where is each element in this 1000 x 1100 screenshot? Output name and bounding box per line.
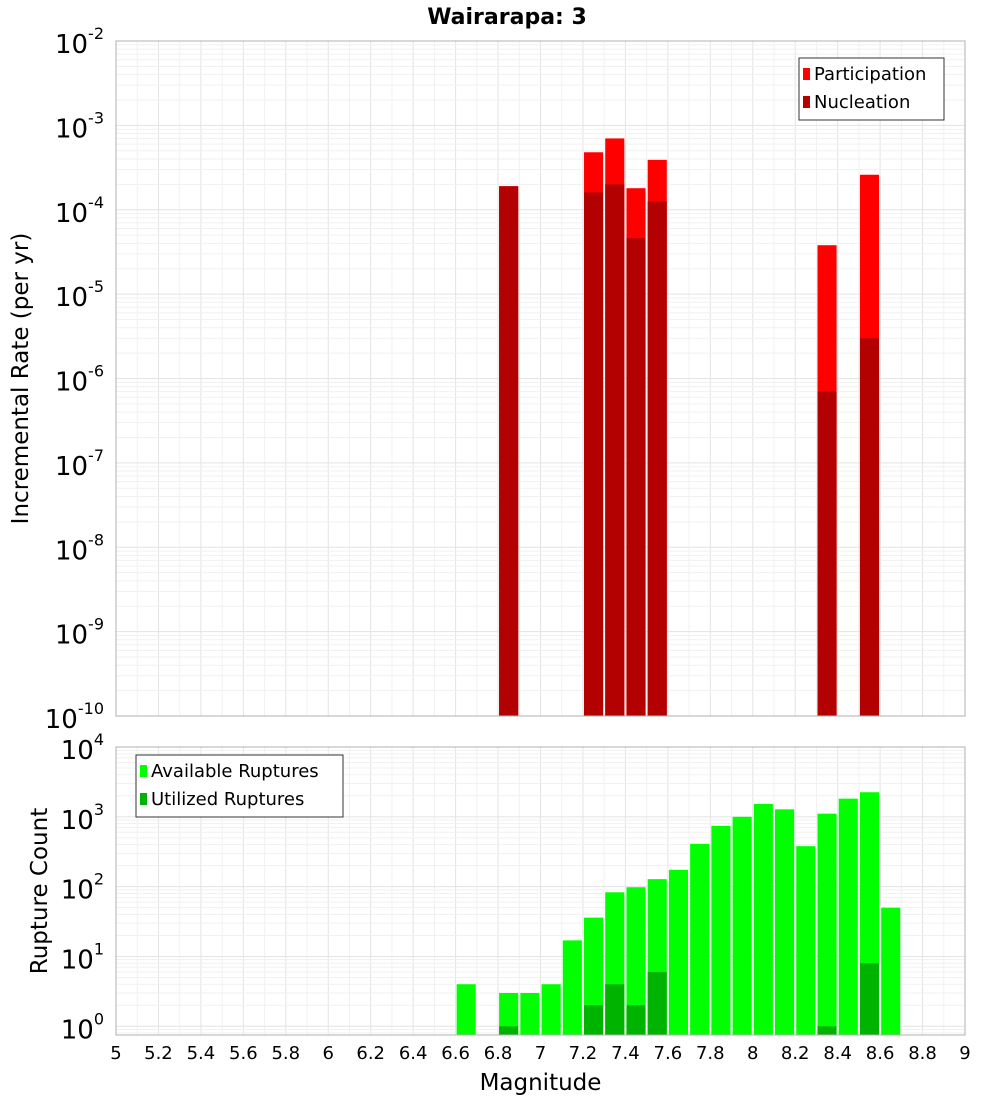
y-tick-label: 10-5 bbox=[55, 277, 104, 313]
available-bar bbox=[562, 940, 582, 1035]
legend-box bbox=[798, 57, 945, 121]
legend-label: Nucleation bbox=[814, 92, 910, 113]
x-tick-label: 7.2 bbox=[569, 1043, 598, 1064]
x-tick-label: 8.6 bbox=[866, 1043, 895, 1064]
nucleation-bar bbox=[605, 184, 625, 717]
legend-swatch bbox=[140, 765, 147, 777]
y-tick-label: 101 bbox=[61, 939, 104, 975]
y-tick-label: 10-2 bbox=[55, 24, 104, 60]
legend-box bbox=[135, 754, 344, 818]
x-tick-label: 6.8 bbox=[484, 1043, 513, 1064]
x-tick-label: 7.4 bbox=[611, 1043, 640, 1064]
legend-swatch bbox=[803, 96, 810, 108]
x-tick-label: 5.8 bbox=[271, 1043, 300, 1064]
y-tick-label: 10-6 bbox=[55, 362, 104, 398]
available-bar bbox=[796, 846, 816, 1035]
x-tick-label: 6.6 bbox=[441, 1043, 470, 1064]
x-tick-label: 6 bbox=[323, 1043, 334, 1064]
nucleation-bar bbox=[859, 338, 880, 716]
utilized-bar bbox=[605, 984, 625, 1035]
x-tick-label: 8 bbox=[747, 1043, 758, 1064]
available-bar bbox=[499, 992, 519, 1035]
y-tick-label: 10-8 bbox=[55, 530, 104, 566]
utilized-bar bbox=[499, 1026, 519, 1035]
nucleation-bar bbox=[626, 238, 646, 716]
available-bar bbox=[838, 798, 858, 1035]
nucleation-bar bbox=[647, 201, 667, 716]
available-bar bbox=[775, 809, 795, 1035]
available-bar bbox=[541, 984, 561, 1035]
grid bbox=[115, 40, 966, 717]
available-bar bbox=[668, 869, 689, 1035]
legend: Available Ruptures Utilized Ruptures bbox=[135, 754, 344, 818]
count-panel: 100 101 102 103 104 Rupture Count 5 5.2 5.4 5.6 5.… bbox=[27, 730, 971, 1096]
y-tick-label: 100 bbox=[61, 1009, 104, 1045]
x-tick-label: 8.2 bbox=[781, 1043, 810, 1064]
chart-title: Wairarapa: 3 bbox=[427, 5, 587, 30]
available-bar bbox=[520, 992, 540, 1035]
available-bar bbox=[711, 825, 731, 1035]
x-tick-label: 5.4 bbox=[187, 1043, 216, 1064]
nucleation-bar bbox=[499, 186, 519, 716]
legend-label: Participation bbox=[814, 64, 926, 85]
legend-label: Available Ruptures bbox=[151, 761, 319, 782]
x-tick-label: 6.2 bbox=[356, 1043, 385, 1064]
utilized-bar bbox=[859, 963, 880, 1035]
x-axis-label: Magnitude bbox=[480, 1070, 602, 1096]
y-tick-label: 10-10 bbox=[45, 699, 104, 735]
y-tick-label: 102 bbox=[61, 870, 104, 906]
available-bar bbox=[881, 907, 901, 1035]
x-tick-label: 7.8 bbox=[696, 1043, 725, 1064]
x-tick-label: 7.6 bbox=[654, 1043, 683, 1064]
x-tick-label: 9 bbox=[959, 1043, 970, 1064]
rate-bars bbox=[499, 138, 880, 717]
available-bar bbox=[456, 984, 476, 1035]
legend: Participation Nucleation bbox=[798, 57, 945, 121]
x-tick-label: 5.6 bbox=[229, 1043, 258, 1064]
available-bar bbox=[753, 803, 773, 1035]
y-tick-label: 104 bbox=[61, 730, 104, 766]
x-tick-label: 6.4 bbox=[399, 1043, 428, 1064]
utilized-bar bbox=[626, 1005, 646, 1035]
available-bar bbox=[732, 816, 752, 1035]
y-tick-label: 10-4 bbox=[55, 193, 104, 229]
available-bar bbox=[817, 813, 837, 1035]
y-tick-label: 10-7 bbox=[55, 446, 104, 482]
plot-frame bbox=[115, 40, 966, 717]
utilized-bar bbox=[817, 1026, 837, 1035]
legend-swatch bbox=[140, 793, 147, 805]
available-bar bbox=[690, 843, 710, 1035]
utilized-bar bbox=[584, 1005, 604, 1035]
x-tick-label: 8.4 bbox=[823, 1043, 852, 1064]
y-tick-label: 103 bbox=[61, 800, 104, 836]
y-tick-label: 10-3 bbox=[55, 108, 104, 144]
available-bar bbox=[626, 887, 646, 1035]
rate-panel: 10-10 10-9 10-8 10-7 10-6 10-5 10-4 10-3 10-2 Inc… bbox=[8, 24, 966, 735]
legend-label: Utilized Ruptures bbox=[151, 789, 304, 810]
x-tick-label: 8.8 bbox=[908, 1043, 937, 1064]
nucleation-bar bbox=[584, 192, 604, 717]
x-tick-label: 5.2 bbox=[144, 1043, 173, 1064]
nucleation-bar bbox=[817, 391, 837, 716]
count-bars bbox=[456, 792, 901, 1035]
y-tick-label: 10-9 bbox=[55, 615, 104, 651]
legend-swatch bbox=[803, 68, 810, 80]
x-tick-label: 5 bbox=[110, 1043, 121, 1064]
utilized-bar bbox=[647, 971, 667, 1035]
y-axis-label: Rupture Count bbox=[27, 808, 53, 974]
plot-frame bbox=[115, 746, 966, 1036]
y-axis-label: Incremental Rate (per yr) bbox=[8, 233, 34, 525]
x-tick-label: 7 bbox=[535, 1043, 546, 1064]
